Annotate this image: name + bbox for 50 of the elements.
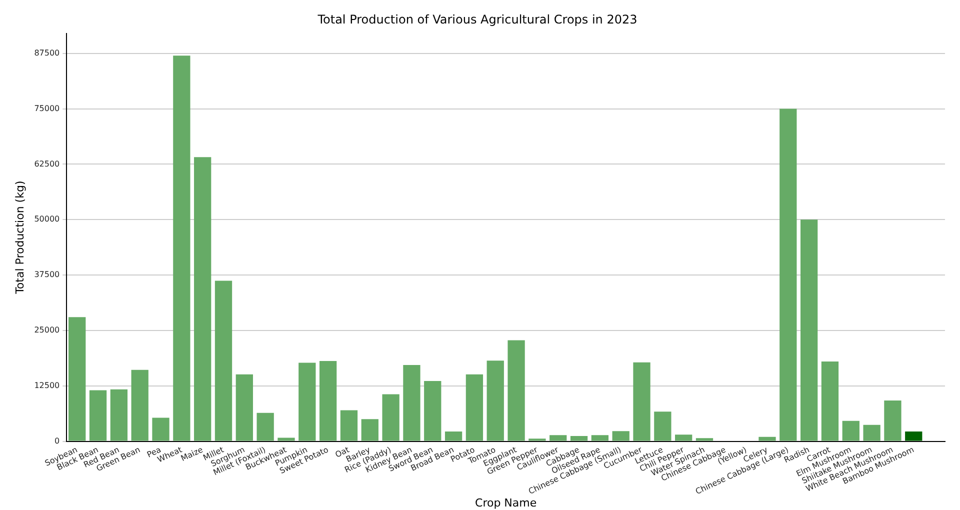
bar — [110, 389, 128, 441]
bar — [68, 317, 86, 441]
y-axis-title: Total Production (kg) — [13, 180, 26, 295]
bar — [758, 436, 776, 441]
bar — [591, 435, 609, 441]
chart-title: Total Production of Various Agricultural Crops in 2023 — [316, 12, 638, 26]
bar — [466, 374, 484, 441]
bar — [194, 157, 212, 441]
bar — [256, 412, 274, 441]
bar — [382, 394, 400, 441]
bar — [675, 434, 692, 441]
y-tick-label: 87500 — [34, 48, 60, 58]
bar — [821, 361, 839, 441]
bar — [696, 438, 714, 441]
bar — [298, 362, 316, 441]
bar — [236, 374, 253, 441]
bar — [319, 361, 337, 441]
y-tick-label: 37500 — [34, 270, 60, 280]
bar — [340, 410, 358, 441]
y-tick-label: 12500 — [34, 380, 60, 390]
bar — [424, 380, 442, 441]
bar — [444, 432, 462, 441]
y-tick-label: 62500 — [34, 159, 60, 168]
bar — [570, 436, 588, 441]
bar — [654, 412, 672, 441]
bar — [800, 220, 818, 441]
bar — [361, 419, 378, 441]
bar — [612, 431, 630, 441]
bar — [863, 424, 880, 441]
bar — [278, 438, 295, 441]
bar — [152, 418, 170, 441]
bar — [905, 432, 922, 441]
bar — [633, 362, 650, 441]
bar — [173, 56, 190, 441]
bar — [780, 108, 797, 441]
y-tick-label: 50000 — [34, 214, 60, 224]
bar — [842, 420, 860, 441]
bar — [508, 340, 525, 441]
y-tick-label: 0 — [54, 436, 60, 446]
bar — [214, 280, 232, 441]
x-tick-label: Maize — [180, 445, 204, 464]
x-axis-title: Crop Name — [475, 496, 537, 510]
y-tick-label: 25000 — [34, 326, 60, 335]
bar — [884, 400, 902, 441]
bar — [486, 360, 504, 441]
bar — [131, 370, 148, 441]
bar — [89, 390, 107, 441]
y-tick-label: 75000 — [34, 104, 60, 113]
bar — [550, 435, 567, 441]
bar — [403, 365, 420, 441]
